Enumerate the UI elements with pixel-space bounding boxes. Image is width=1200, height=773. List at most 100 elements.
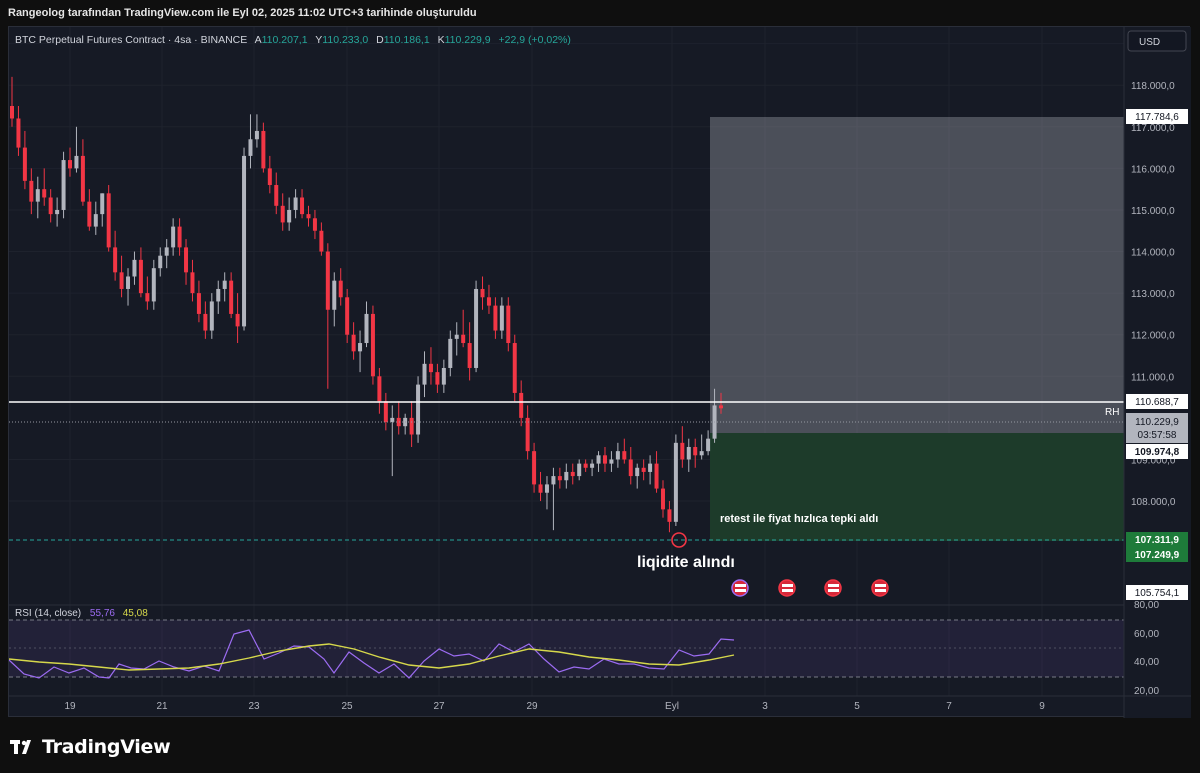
candle-body bbox=[557, 476, 562, 481]
candle-body bbox=[100, 193, 105, 215]
candle-body bbox=[287, 209, 292, 223]
candle-body bbox=[171, 226, 176, 248]
candle-body bbox=[596, 455, 601, 464]
time-tick-label: 3 bbox=[762, 701, 768, 712]
stop-zone[interactable] bbox=[710, 433, 1124, 541]
time-tick-label: Eyl bbox=[665, 701, 679, 712]
rsi-label: RSI (14, close) bbox=[15, 608, 81, 619]
candle-body bbox=[706, 438, 711, 452]
price-tick-label: 112.000,0 bbox=[1131, 331, 1175, 342]
time-tick-label: 27 bbox=[433, 701, 445, 712]
candle-body bbox=[113, 247, 118, 273]
candle-body bbox=[577, 463, 582, 477]
candle-body bbox=[538, 484, 543, 493]
candle-body bbox=[609, 459, 614, 464]
rsi-ma-value: 45,08 bbox=[123, 608, 148, 619]
candle-body bbox=[506, 305, 511, 344]
candle-body bbox=[10, 106, 14, 119]
candle-body bbox=[474, 288, 479, 368]
candle-body bbox=[48, 197, 53, 215]
rh-label: RH bbox=[1105, 407, 1119, 418]
stop-b-text: 107.249,9 bbox=[1135, 550, 1180, 561]
candle-body bbox=[74, 155, 79, 169]
candle-body bbox=[622, 451, 627, 460]
price-badge-text: 110.229,9 bbox=[1135, 417, 1179, 428]
rh-badge bbox=[1126, 394, 1188, 409]
currency-button[interactable] bbox=[1127, 30, 1187, 52]
rsi-legend: RSI (14, close) 55,76 45,08 bbox=[15, 608, 148, 619]
target-badge-text: 117.784,6 bbox=[1135, 112, 1179, 123]
candle-body bbox=[164, 247, 169, 256]
candle-body bbox=[370, 313, 375, 377]
candle-body bbox=[22, 147, 27, 181]
rsi-line[interactable] bbox=[8, 629, 735, 679]
candle-body bbox=[319, 230, 324, 252]
candle-body bbox=[61, 160, 66, 210]
candle-body bbox=[532, 451, 537, 485]
target-zone[interactable] bbox=[710, 117, 1124, 433]
us-flag-icon[interactable] bbox=[824, 579, 842, 597]
chart-panel[interactable]: RH retest ile fiyat hızlıca tepki aldı l… bbox=[8, 26, 1191, 718]
candle-body bbox=[261, 130, 266, 169]
candle-body bbox=[564, 471, 569, 481]
currency-button-label: USD bbox=[1139, 37, 1160, 48]
candle-body bbox=[525, 417, 530, 452]
candle-body bbox=[190, 272, 195, 294]
candle-body bbox=[544, 484, 549, 493]
svg-text:BTC Perpetual Futures Contract: BTC Perpetual Futures Contract · 4sa · B… bbox=[15, 34, 571, 46]
us-flag-icon[interactable] bbox=[871, 579, 889, 597]
candle-body bbox=[390, 417, 395, 423]
rh-badge-text: 110.688,7 bbox=[1135, 397, 1179, 408]
candle-body bbox=[454, 334, 459, 339]
candle-body bbox=[660, 488, 665, 510]
candle-body bbox=[242, 155, 247, 327]
candle-body bbox=[519, 392, 524, 418]
candle-body bbox=[551, 476, 556, 485]
liquidity-marker bbox=[671, 532, 687, 548]
candle-body bbox=[209, 301, 214, 331]
candle-body bbox=[55, 209, 60, 215]
rsi-ma-line[interactable] bbox=[8, 643, 735, 671]
rsi-value: 55,76 bbox=[90, 608, 115, 619]
svg-text:RSI (14, close) 55,76: RSI (14, close) 55,76 45,08 bbox=[15, 608, 148, 619]
price-tick-label: 114.000,0 bbox=[1131, 248, 1175, 259]
event-badges[interactable] bbox=[731, 579, 889, 597]
tradingview-logo[interactable]: TradingView bbox=[10, 736, 171, 758]
candle-body bbox=[338, 280, 343, 298]
candle-body bbox=[274, 185, 279, 206]
candle-body bbox=[312, 218, 317, 231]
countdown-text: 03:57:58 bbox=[1138, 430, 1177, 441]
candle-body bbox=[151, 268, 156, 302]
candle-body bbox=[499, 305, 504, 331]
candle-body bbox=[138, 259, 143, 294]
candle-body bbox=[184, 247, 189, 273]
close-value: 110.229,9 bbox=[445, 34, 491, 46]
low-badge bbox=[1126, 585, 1188, 600]
chart-svg[interactable]: RH retest ile fiyat hızlıca tepki aldı l… bbox=[8, 27, 1191, 718]
entry-badge bbox=[1126, 444, 1188, 459]
candle-body bbox=[145, 293, 150, 302]
candle-body bbox=[467, 343, 472, 368]
price-tick-label: 109.000,0 bbox=[1131, 455, 1176, 466]
candle-body bbox=[396, 417, 401, 427]
candle-body bbox=[615, 451, 620, 460]
us-flag-icon[interactable] bbox=[778, 579, 796, 597]
high-value: 110.233,0 bbox=[322, 34, 368, 46]
price-tick-label: 111.000,0 bbox=[1131, 372, 1174, 383]
candle-body bbox=[93, 214, 98, 227]
candle-body bbox=[203, 313, 208, 331]
candle-body bbox=[254, 130, 259, 140]
candle-body bbox=[602, 455, 607, 464]
candle-body bbox=[300, 197, 305, 215]
candle-body bbox=[654, 463, 659, 489]
entry-badge-text: 109.974,8 bbox=[1135, 447, 1180, 458]
stop-badge bbox=[1126, 532, 1188, 562]
candle-body bbox=[377, 376, 382, 402]
grid-lines bbox=[9, 27, 1124, 696]
candle-body bbox=[673, 442, 678, 522]
price-axis[interactable] bbox=[1124, 27, 1191, 718]
us-flag-icon[interactable] bbox=[731, 579, 749, 597]
candle-body bbox=[42, 189, 47, 198]
candle-body bbox=[345, 297, 350, 335]
candle-body bbox=[158, 255, 163, 269]
